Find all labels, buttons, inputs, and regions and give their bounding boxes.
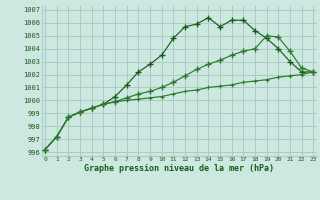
X-axis label: Graphe pression niveau de la mer (hPa): Graphe pression niveau de la mer (hPa)	[84, 164, 274, 173]
